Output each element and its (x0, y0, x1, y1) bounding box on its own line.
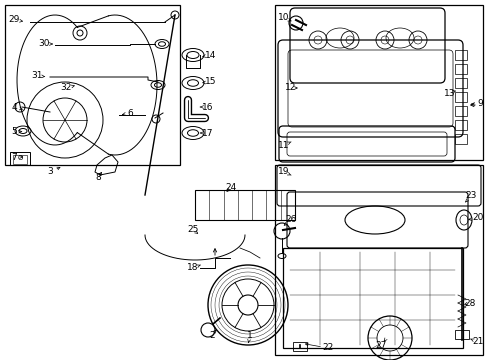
Text: 10: 10 (278, 13, 289, 22)
Bar (454, 50, 466, 60)
Bar (283, 248, 462, 348)
Bar (454, 92, 466, 102)
Text: 2: 2 (209, 330, 214, 339)
Text: 32: 32 (60, 84, 72, 93)
Text: 16: 16 (202, 103, 213, 112)
Text: 31: 31 (31, 72, 42, 81)
Bar (454, 120, 466, 130)
Bar (454, 134, 466, 144)
Text: 24: 24 (225, 184, 236, 193)
Text: 20: 20 (471, 213, 483, 222)
Text: 15: 15 (205, 77, 216, 86)
Bar (274, 5, 482, 160)
Bar (454, 64, 466, 74)
Bar (10, 152, 30, 165)
Text: 1: 1 (246, 330, 252, 339)
Text: 7: 7 (11, 153, 17, 162)
Bar (5, 5, 180, 165)
Bar (454, 330, 468, 339)
Text: 22: 22 (322, 343, 333, 352)
Text: 12: 12 (285, 84, 296, 93)
Bar (195, 190, 294, 220)
Text: 23: 23 (465, 192, 476, 201)
Text: 26: 26 (285, 216, 296, 225)
Text: 3: 3 (47, 167, 53, 176)
Text: 9: 9 (476, 99, 482, 108)
Text: 5: 5 (11, 127, 17, 136)
Text: 4: 4 (11, 103, 17, 112)
Text: 30: 30 (38, 40, 50, 49)
Text: 6: 6 (127, 108, 133, 117)
Text: 27: 27 (375, 341, 386, 350)
Text: 11: 11 (278, 140, 289, 149)
Text: 8: 8 (95, 174, 101, 183)
Text: 28: 28 (464, 298, 475, 307)
Bar (292, 342, 306, 351)
Text: 21: 21 (471, 338, 483, 346)
Text: 29: 29 (8, 15, 20, 24)
Bar (274, 165, 482, 355)
Bar (454, 78, 466, 88)
Text: 13: 13 (443, 89, 455, 98)
Bar (13, 155, 27, 164)
Text: O: O (17, 155, 22, 161)
Text: 25: 25 (187, 225, 198, 234)
Text: 14: 14 (205, 50, 216, 59)
Text: 19: 19 (278, 167, 289, 176)
Bar (454, 106, 466, 116)
Text: 18: 18 (187, 264, 198, 273)
Text: 17: 17 (202, 129, 213, 138)
